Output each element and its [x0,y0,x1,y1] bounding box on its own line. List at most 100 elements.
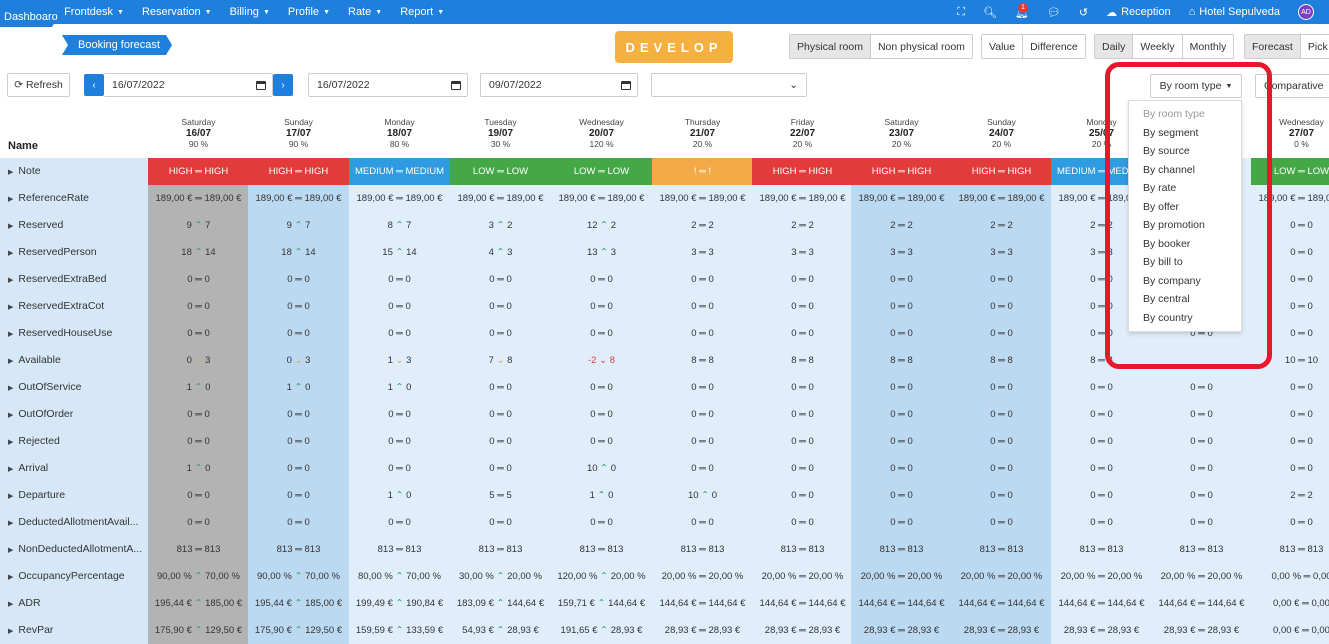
daily-button[interactable]: Daily [1095,35,1133,58]
dropdown-option[interactable]: By room type [1129,105,1241,124]
expand-triangle-icon[interactable]: ▶ [8,601,13,608]
search-icon[interactable]: 🔍︎ [974,6,1006,19]
fullscreen-icon[interactable]: ⛶ [948,6,974,19]
expand-triangle-icon[interactable]: ▶ [8,412,13,419]
dropdown-option[interactable]: By offer [1129,198,1241,217]
date-from-field[interactable]: 16/07/2022 [104,73,273,97]
dropdown-option[interactable]: By rate [1129,179,1241,198]
row-label: ReservedHouseUse [18,327,112,339]
breadcrumb-dashboard[interactable]: Dashboard [0,7,58,27]
dropdown-option[interactable]: By bill to [1129,253,1241,272]
row-name[interactable]: ▶ ReservedHouseUse [0,320,148,347]
expand-triangle-icon[interactable]: ▶ [8,628,13,635]
row-name[interactable]: ▶ReferenceRate [0,185,148,212]
cell-value-compare: 0 [1108,517,1113,528]
cell-value-compare: 2 [1108,220,1113,231]
row-name[interactable]: ▶Note [0,158,148,185]
row-name[interactable]: ▶ADR [0,590,148,617]
pick-button[interactable]: Pick [1301,35,1329,58]
expand-triangle-icon[interactable]: ▶ [8,169,13,176]
expand-triangle-icon[interactable]: ▶ [8,223,13,230]
expand-triangle-icon[interactable]: ▶ [8,196,13,203]
monthly-button[interactable]: Monthly [1183,35,1234,58]
expand-triangle-icon[interactable]: ▶ [8,385,13,392]
group-by-select[interactable]: By room type▼ [1150,74,1242,98]
dropdown-option[interactable]: By company [1129,272,1241,291]
dropdown-option[interactable]: By country [1129,309,1241,328]
dropdown-option[interactable]: By source [1129,142,1241,161]
cell-compare-symbol: ⌃ [494,247,507,258]
menu-billing[interactable]: Billing▼ [221,6,279,18]
dropdown-option[interactable]: By central [1129,290,1241,309]
expand-triangle-icon[interactable]: ▶ [8,466,13,473]
comparative-select[interactable]: Comparative [1255,74,1329,98]
expand-triangle-icon[interactable]: ▶ [8,574,13,581]
date-to-field[interactable]: 16/07/2022 [308,73,468,97]
refresh-button[interactable]: ⟳Refresh [7,73,70,97]
expand-triangle-icon[interactable]: ▶ [8,304,13,311]
row-name[interactable]: ▶OutOfService [0,374,148,401]
expand-triangle-icon[interactable]: ▶ [8,331,13,338]
menu-frontdesk[interactable]: Frontdesk▼ [55,6,133,18]
reception-link[interactable]: ☁Reception [1097,6,1180,19]
prev-date-button[interactable]: ‹ [84,74,104,96]
next-date-button[interactable]: › [273,74,293,96]
user-menu[interactable]: AD [1289,4,1323,20]
menu-reservation[interactable]: Reservation▼ [133,6,221,18]
calendar-icon[interactable] [256,81,266,90]
menu-rate[interactable]: Rate▼ [339,6,391,18]
dropdown-option[interactable]: By segment [1129,124,1241,143]
calendar-icon[interactable] [451,81,461,90]
row-name[interactable]: ▶RevPar [0,617,148,644]
expand-triangle-icon[interactable]: ▶ [8,250,13,257]
row-name[interactable]: ▶Rejected [0,428,148,455]
hotel-link[interactable]: ⌂Hotel Sepulveda [1180,6,1289,18]
expand-triangle-icon[interactable]: ▶ [8,547,13,554]
physical-room-button[interactable]: Physical room [790,35,871,58]
row-name[interactable]: ▶Available [0,347,148,374]
expand-triangle-icon[interactable]: ▶ [8,277,13,284]
dropdown-option[interactable]: By channel [1129,161,1241,180]
row-name[interactable]: ▶Arrival [0,455,148,482]
forecast-button[interactable]: Forecast [1245,35,1301,58]
bell-icon[interactable]: 🔔︎1 [1006,6,1038,19]
chat-icon[interactable]: 💬︎ [1038,6,1070,19]
filter-select[interactable]: ⌄ [651,73,807,97]
menu-report[interactable]: Report▼ [391,6,453,18]
expand-triangle-icon[interactable]: ▶ [8,520,13,527]
menu-profile[interactable]: Profile▼ [279,6,339,18]
row-name[interactable]: ▶OccupancyPercentage [0,563,148,590]
row-name[interactable]: ▶NonDeductedAllotmentA... [0,536,148,563]
dropdown-option[interactable]: By promotion [1129,216,1241,235]
non-physical-room-button[interactable]: Non physical room [871,35,972,58]
value-button[interactable]: Value [982,35,1023,58]
cell-value-compare: 20,00 % [1008,571,1043,582]
row-name[interactable]: ▶ReservedExtraBed [0,266,148,293]
row-name[interactable]: ▶ReservedPerson [0,239,148,266]
history-icon[interactable]: ↺ [1070,6,1097,19]
expand-triangle-icon[interactable]: ▶ [8,493,13,500]
expand-triangle-icon[interactable]: ▶ [8,358,13,365]
row-name[interactable]: ▶OutOfOrder [0,401,148,428]
row-name[interactable]: ▶ReservedExtraCot [0,293,148,320]
row-name[interactable]: ▶DeductedAllotmentAvail... [0,509,148,536]
cell-value-compare: 189,00 € [709,193,746,204]
row-name[interactable]: ▶Departure [0,482,148,509]
difference-button[interactable]: Difference [1023,35,1085,58]
compare-date-field[interactable]: 09/07/2022 [480,73,638,97]
weekly-button[interactable]: Weekly [1133,35,1182,58]
row-name[interactable]: ▶Reserved [0,212,148,239]
expand-triangle-icon[interactable]: ▶ [8,439,13,446]
dropdown-option[interactable]: By booker [1129,235,1241,254]
calendar-icon[interactable] [621,81,631,90]
